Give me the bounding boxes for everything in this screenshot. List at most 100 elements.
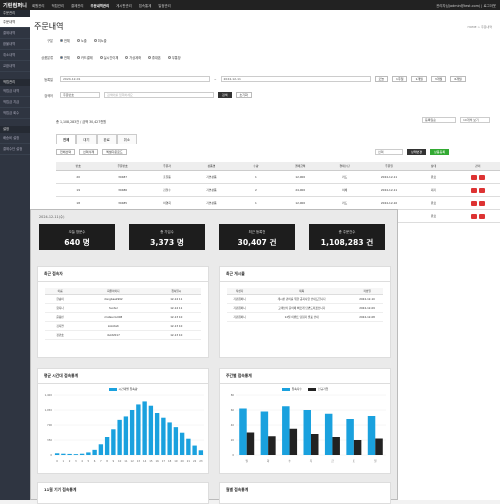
sidebar-item-pay-method[interactable]: 결제수단 설정 — [0, 144, 30, 155]
recent-posts-panel: 최근 게시물 작성자 제목 작성일 기린컴퍼니 게시판 관리를 위한 공지사항 안내드… — [219, 266, 391, 358]
table-cell: 12-14 11 — [151, 303, 202, 313]
app-logo[interactable]: 기린컴퍼니 — [3, 2, 27, 9]
sidebar-item-refunds[interactable]: 환불내역 — [0, 39, 30, 50]
search-button[interactable]: 검색 — [218, 92, 232, 98]
delete-selected-button[interactable]: 선택삭제 — [79, 149, 99, 155]
stat-label: 오늘 방문수 — [68, 230, 86, 234]
sidebar-item-payments[interactable]: 결제내역 — [0, 28, 30, 39]
list-item[interactable]: 기린컴퍼니 게시판 관리를 위한 공지사항 안내드립니다 2024-12-10 — [226, 294, 384, 304]
date-btn-month[interactable]: 1개월 — [411, 76, 427, 82]
delete-icon[interactable] — [478, 200, 485, 206]
nav-item-schedule[interactable]: 일정관리 — [158, 3, 171, 8]
table-cell: 30487 — [118, 175, 128, 179]
x-tick-label: 6 — [94, 459, 96, 463]
radio-status-show[interactable]: 노출 — [76, 38, 87, 43]
recent-posts-table: 작성자 제목 작성일 기린컴퍼니 게시판 관리를 위한 공지사항 안내드립니다 2024… — [226, 288, 384, 322]
list-item[interactable]: 함지나 hunter 12-14 11 — [44, 303, 202, 313]
sidebar-group-settings: 설정 — [0, 126, 30, 133]
excel-download-button[interactable]: 엑셀다운로드 — [102, 149, 127, 155]
sidebar-item-point-give[interactable]: 적립금 지급 — [0, 97, 30, 108]
status-select[interactable]: 선택 — [375, 149, 403, 155]
search-field-select[interactable]: 주문번호 — [60, 92, 100, 98]
list-item[interactable]: 정민호 dukt2017 12-13 10 — [44, 330, 202, 340]
list-item[interactable]: 한송이 dongbaek992 12-14 11 — [44, 294, 202, 304]
delete-icon[interactable] — [478, 187, 485, 193]
nav-item-board[interactable]: 게시판관리 — [116, 3, 132, 8]
sidebar-item-point-revoke[interactable]: 적립금 회수 — [0, 108, 30, 119]
nav-item-orders[interactable]: 주문내역관리 — [90, 3, 110, 8]
list-item[interactable]: 윤용빈 mateuclu008 12-13 10 — [44, 312, 202, 322]
radio-type-bank[interactable]: 무통장 — [167, 55, 181, 60]
sidebar-item-cancels[interactable]: 취소내역 — [0, 50, 30, 61]
sidebar-item-point-history[interactable]: 적립금 내역 — [0, 86, 30, 97]
table-cell: 완료 — [430, 201, 437, 205]
radio-type-virtual[interactable]: 가상계좌 — [125, 55, 141, 60]
stat-cards: 오늘 방문수 640 명 총 가입수 3,373 명 최근 등록건 30,407 건 … — [39, 224, 385, 250]
col-header: 주문일 — [385, 164, 393, 168]
nav-item-points[interactable]: 적립관리 — [51, 3, 64, 8]
x-tick-label: 월 — [246, 459, 249, 463]
sort-select[interactable]: 등록일순 — [422, 117, 456, 123]
edit-icon[interactable] — [470, 213, 477, 219]
sidebar-item-shipping[interactable]: 배송비 설정 — [0, 133, 30, 144]
list-item[interactable]: 기린컴퍼니 12월 이벤트 당첨자 발표 안내 2024-12-08 — [226, 312, 384, 322]
x-tick-label: 13 — [137, 459, 141, 463]
dashboard-date: 2024-12-11(수) — [39, 215, 65, 219]
date-from-input[interactable]: 2024-12-01 — [60, 76, 210, 82]
panel-title: 주간별 접속통계 — [220, 369, 390, 384]
table-cell: 30486 — [118, 188, 128, 192]
delete-icon[interactable] — [478, 174, 485, 180]
select-all-button[interactable]: 전체선택 — [56, 149, 76, 155]
table-cell: 2024-12-11 — [380, 188, 398, 192]
edit-icon[interactable] — [470, 174, 477, 180]
delete-icon[interactable] — [478, 213, 485, 219]
nav-item-payments[interactable]: 결제관리 — [70, 3, 84, 8]
tab-done[interactable]: 완료 — [96, 134, 117, 144]
table-row[interactable]: 20 30487 홍길동 기본상품 1 12,000 카드 2024-12-11 완료 — [56, 171, 500, 184]
date-btn-3month[interactable]: 3개월 — [430, 76, 447, 82]
table-cell: 20 — [76, 175, 80, 179]
table-cell: 12,000 — [295, 201, 306, 205]
row-actions — [456, 174, 500, 180]
col-header: 결제수단 — [339, 164, 350, 168]
tab-all[interactable]: 전체 — [56, 134, 77, 144]
reset-button[interactable]: 초기화 — [235, 92, 252, 98]
date-btn-today[interactable]: 오늘 — [374, 76, 389, 82]
radio-type-transfer[interactable]: 실시간이체 — [99, 55, 118, 60]
panel-title: 월별 접속통계 — [226, 487, 249, 492]
radio-status-all[interactable]: 전체 — [60, 38, 70, 43]
radio-type-card[interactable]: 카드결제 — [76, 55, 93, 60]
table-cell: 이영희 — [163, 201, 171, 205]
edit-icon[interactable] — [470, 200, 477, 206]
sidebar-item-orders[interactable]: 주문내역 — [0, 17, 30, 28]
change-status-button[interactable]: 상태변경 — [407, 149, 427, 155]
stat-label: 최근 등록건 — [248, 230, 266, 234]
nav-item-members[interactable]: 회원관리 — [32, 3, 45, 8]
x-tick-label: 금 — [331, 459, 334, 463]
search-input[interactable]: 검색어를 입력하세요 — [104, 92, 214, 98]
table-row[interactable]: 19 30486 김철수 기본상품 2 24,000 이체 2024-12-11 대기 — [56, 184, 500, 197]
table-cell: 12-14 11 — [151, 294, 202, 304]
x-tick-label: 14 — [143, 459, 147, 463]
radio-type-all[interactable]: 전체 — [60, 55, 70, 60]
date-btn-6month[interactable]: 6개월 — [450, 76, 466, 82]
table-cell: mateuclu008 — [75, 312, 152, 322]
bar — [173, 427, 179, 455]
x-tick-label: 일 — [374, 459, 377, 463]
page-title: 주문내역 — [34, 22, 64, 31]
per-page-select[interactable]: 10개씩 보기 — [460, 117, 490, 123]
edit-icon[interactable] — [470, 187, 477, 193]
tab-cancel[interactable]: 취소 — [116, 134, 137, 144]
date-to-input[interactable]: 2024-12-11 — [220, 76, 371, 82]
list-item[interactable]: 기린컴퍼니 고객님의 문의에 빠르게 답변드리겠습니다 2024-12-09 — [226, 303, 384, 313]
list-item[interactable]: 김지연 kokotati 12-13 10 — [44, 321, 202, 331]
tab-waiting[interactable]: 대기 — [76, 134, 97, 144]
table-cell: 12,000 — [295, 175, 306, 179]
radio-status-hide[interactable]: 미노출 — [93, 38, 107, 43]
date-btn-week[interactable]: 1주일 — [392, 76, 408, 82]
radio-type-phone[interactable]: 휴대폰 — [148, 55, 161, 60]
nav-item-stats[interactable]: 접속통계 — [138, 3, 152, 8]
sidebar-item-exchanges[interactable]: 교환내역 — [0, 61, 30, 72]
user-menu[interactable]: 관리자님(admin@test.com) | 로그아웃 — [436, 3, 496, 8]
register-product-button[interactable]: 상품등록 — [430, 149, 450, 155]
